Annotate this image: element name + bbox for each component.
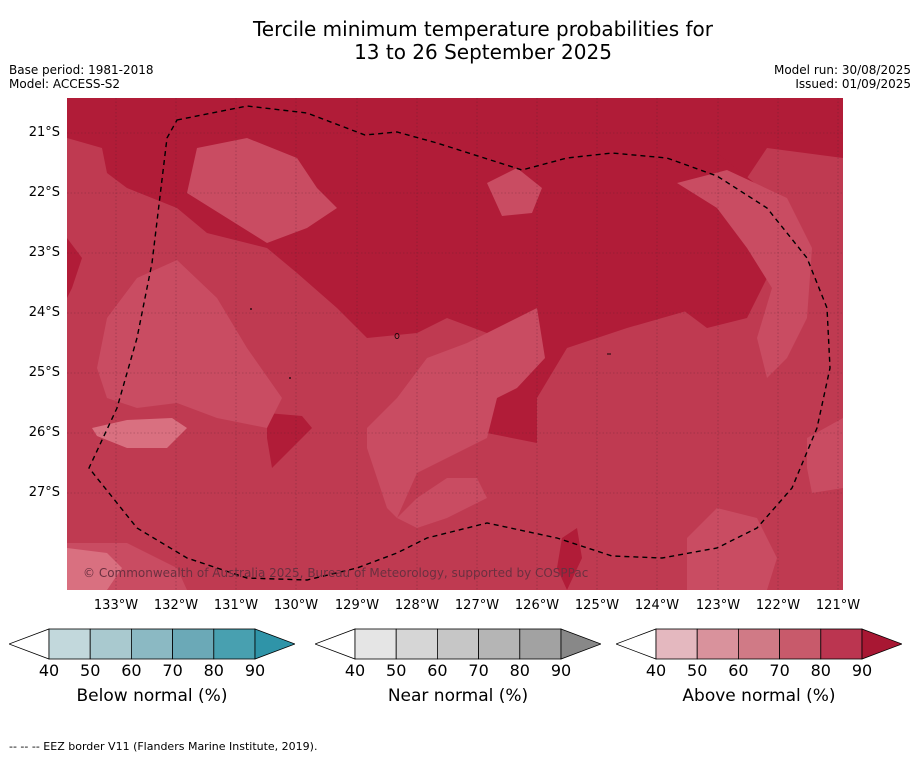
band-low-west bbox=[92, 418, 187, 448]
colorbar-tick-label: 50 bbox=[386, 661, 407, 680]
lon-label: 121°W bbox=[815, 598, 861, 613]
colorbar bbox=[313, 628, 603, 660]
lon-label: 128°W bbox=[394, 598, 440, 613]
lon-label: 130°W bbox=[273, 598, 319, 613]
colorbar bbox=[7, 628, 297, 660]
colorbar-tick-label: 70 bbox=[468, 661, 489, 680]
colorbar-tick-label: 40 bbox=[645, 661, 667, 680]
colorbar-segment bbox=[89, 628, 132, 660]
lat-label: 23°S bbox=[28, 245, 60, 260]
lon-label: 124°W bbox=[634, 598, 680, 613]
lat-label: 21°S bbox=[28, 125, 60, 140]
colorbar bbox=[614, 628, 904, 660]
title-line-2: 13 to 26 September 2025 bbox=[354, 40, 612, 64]
colorbar-tick-label: 40 bbox=[344, 661, 366, 680]
legend-near-normal: 40 50 60 70 80 90 Near normal (%) bbox=[313, 628, 603, 706]
lon-label: 126°W bbox=[514, 598, 560, 613]
colorbar-segment bbox=[738, 628, 781, 660]
lat-label: 24°S bbox=[28, 305, 60, 320]
colorbar-extend-high bbox=[861, 628, 904, 660]
colorbar-segment bbox=[696, 628, 739, 660]
model-name: Model: ACCESS-S2 bbox=[9, 77, 121, 91]
band-mid-northwest bbox=[187, 138, 337, 243]
lat-label: 27°S bbox=[28, 485, 60, 500]
graticule bbox=[67, 98, 843, 590]
lon-label: 133°W bbox=[93, 598, 139, 613]
meta-right: Model run: 30/08/2025 Issued: 01/09/2025 bbox=[774, 63, 911, 91]
model-run: Model run: 30/08/2025 bbox=[773, 63, 911, 77]
meta-left: Base period: 1981-2018 Model: ACCESS-S2 bbox=[9, 63, 154, 91]
band-mid-central-2 bbox=[397, 478, 487, 528]
legend-above-normal: 40 50 60 70 80 90 Above normal (%) bbox=[614, 628, 904, 706]
lon-label: 129°W bbox=[334, 598, 380, 613]
colorbar-segment bbox=[213, 628, 256, 660]
colorbar-tick-label: 40 bbox=[38, 661, 60, 680]
colorbar-extend-low bbox=[313, 628, 356, 660]
colorbar-tick-label: 90 bbox=[550, 661, 572, 680]
colorbar-segment bbox=[48, 628, 91, 660]
base-period: Base period: 1981-2018 bbox=[9, 63, 154, 77]
colorbar-segment bbox=[354, 628, 397, 660]
island-marker bbox=[289, 377, 291, 379]
colorbar-tick-label: 80 bbox=[810, 661, 831, 680]
lon-label: 122°W bbox=[755, 598, 801, 613]
eez-footer-note: -- -- -- EEZ border V11 (Flanders Marine… bbox=[9, 740, 318, 753]
issued-date: Issued: 01/09/2025 bbox=[795, 77, 911, 91]
colorbar-segment bbox=[172, 628, 215, 660]
colorbar-extend-low bbox=[614, 628, 657, 660]
band-low-southwest bbox=[67, 548, 122, 590]
page-title: Tercile minimum temperature probabilitie… bbox=[0, 18, 919, 64]
colorbar-segment bbox=[779, 628, 822, 660]
lon-label: 125°W bbox=[574, 598, 620, 613]
island-marker bbox=[250, 308, 252, 310]
colorbar-segment bbox=[395, 628, 438, 660]
colorbar-label: Above normal (%) bbox=[682, 686, 836, 706]
map-canvas bbox=[67, 98, 843, 590]
band-mid-southeast bbox=[807, 418, 843, 493]
band-high-southeast bbox=[557, 528, 582, 590]
colorbar-label: Below normal (%) bbox=[76, 686, 228, 706]
band-mid-west bbox=[97, 260, 282, 428]
band-mid-north bbox=[487, 168, 542, 216]
lat-label: 25°S bbox=[28, 365, 60, 380]
colorbar-tick-label: 70 bbox=[162, 661, 183, 680]
band-mid-central bbox=[367, 308, 545, 518]
colorbar-segment bbox=[820, 628, 863, 660]
colorbar-tick-label: 90 bbox=[851, 661, 873, 680]
colorbar-segment bbox=[655, 628, 698, 660]
colorbar-segment bbox=[131, 628, 174, 660]
colorbar-tick-label: 60 bbox=[728, 661, 749, 680]
legend-below-normal: 40 50 60 70 80 90 Below normal (%) bbox=[7, 628, 297, 706]
colorbar-tick-label: 60 bbox=[121, 661, 142, 680]
probability-map: © Commonwealth of Australia 2025, Bureau… bbox=[67, 98, 843, 590]
colorbar-tick-label: 80 bbox=[509, 661, 530, 680]
lon-label: 127°W bbox=[454, 598, 500, 613]
lat-label: 26°S bbox=[28, 425, 60, 440]
lon-label: 132°W bbox=[153, 598, 199, 613]
lat-label: 22°S bbox=[28, 185, 60, 200]
colorbar-extend-low bbox=[7, 628, 50, 660]
colorbar-tick-label: 50 bbox=[687, 661, 708, 680]
island-marker bbox=[394, 332, 400, 339]
colorbar-label: Near normal (%) bbox=[387, 686, 529, 706]
colorbar-extend-high bbox=[254, 628, 297, 660]
colorbar-segment bbox=[437, 628, 480, 660]
colorbar-tick-label: 60 bbox=[427, 661, 448, 680]
colorbar-tick-label: 90 bbox=[244, 661, 266, 680]
colorbar-segment bbox=[519, 628, 562, 660]
lon-label: 123°W bbox=[695, 598, 741, 613]
colorbar-tick-label: 80 bbox=[203, 661, 224, 680]
colorbar-tick-label: 70 bbox=[769, 661, 790, 680]
lon-label: 131°W bbox=[213, 598, 259, 613]
band-high-west bbox=[67, 238, 82, 298]
colorbar-tick-label: 50 bbox=[80, 661, 101, 680]
colorbar-segment bbox=[478, 628, 521, 660]
copyright-notice: © Commonwealth of Australia 2025, Bureau… bbox=[83, 566, 589, 580]
colorbar-extend-high bbox=[560, 628, 603, 660]
band-high-south bbox=[267, 413, 312, 468]
title-line-1: Tercile minimum temperature probabilitie… bbox=[252, 17, 714, 41]
